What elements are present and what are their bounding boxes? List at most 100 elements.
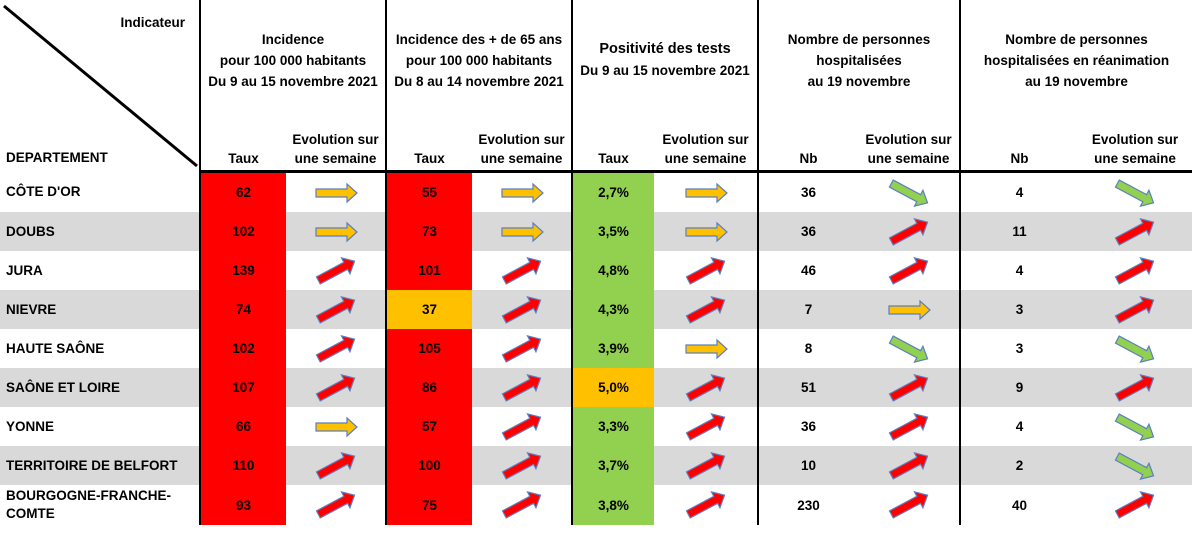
department-name-line: COMTE — [6, 506, 55, 521]
evolution-line: une semaine — [867, 151, 950, 166]
hospitalized-evolution-cell — [858, 212, 961, 251]
department-name: DOUBS — [0, 212, 200, 251]
positivity-evolution-cell — [654, 172, 758, 213]
department-name-line: JURA — [6, 262, 43, 278]
positivity-evolution-cell — [654, 290, 758, 329]
group-header-line: Positivité des tests — [599, 41, 731, 57]
trend-down-arrow-icon — [888, 178, 928, 207]
evolution-line: une semaine — [480, 151, 563, 166]
incidence-65-evolution-cell — [472, 212, 572, 251]
hospitalized-evolution-cell — [858, 172, 960, 213]
hospitalized-count: 36 — [757, 212, 858, 251]
subheader-evolution: Evolution sur une semaine — [286, 120, 386, 173]
incidence-65-rate: 101 — [385, 251, 472, 290]
diagonal-line — [3, 4, 198, 168]
trend-down-arrow-icon — [1114, 334, 1155, 363]
trend-flat-arrow-icon — [314, 182, 358, 203]
subheader-evolution: Evolution sur une semaine — [858, 120, 961, 173]
hospitalized-evolution-cell — [858, 446, 961, 485]
trend-up-arrow-icon — [501, 373, 541, 402]
trend-flat-arrow-icon — [500, 221, 544, 242]
hospitalized-count: 46 — [757, 251, 858, 290]
icu-count: 11 — [959, 212, 1079, 251]
hospitalized-evolution-cell — [858, 251, 960, 290]
hospitalized-evolution-cell — [858, 368, 961, 407]
incidence-65-rate: 86 — [385, 368, 472, 407]
trend-down-arrow-icon — [888, 334, 928, 363]
group-header-line: Du 9 au 15 novembre 2021 — [208, 73, 378, 89]
positivity-rate: 5,0% — [571, 368, 654, 407]
hospitalized-count: 36 — [757, 171, 858, 212]
incidence-rate: 107 — [199, 368, 286, 407]
icu-count: 40 — [959, 485, 1079, 525]
trend-up-arrow-icon — [315, 295, 355, 324]
positivity-rate: 4,3% — [571, 290, 654, 329]
incidence-65-evolution-cell — [472, 329, 572, 368]
group-header-line: au 19 novembre — [807, 73, 911, 89]
hospitalized-count: 230 — [757, 485, 858, 525]
trend-down-arrow-icon — [1114, 451, 1155, 480]
group-header-line: Nombre de personnes — [787, 31, 931, 47]
group-header-line: Incidence des + de 65 ans — [395, 31, 563, 47]
evolution-line: une semaine — [1094, 151, 1176, 166]
group-header-line: pour 100 000 habitants — [405, 52, 553, 68]
incidence-65-rate: 37 — [385, 290, 472, 329]
incidence-65-evolution-cell — [472, 407, 572, 446]
incidence-evolution-cell — [286, 251, 386, 290]
trend-up-arrow-icon — [315, 490, 355, 519]
department-name-line: SAÔNE ET LOIRE — [6, 379, 121, 395]
trend-up-arrow-icon — [888, 451, 928, 480]
trend-up-arrow-icon — [1114, 373, 1155, 402]
trend-up-arrow-icon — [501, 295, 541, 324]
trend-flat-arrow-icon — [684, 338, 728, 359]
evolution-line: Evolution sur — [292, 132, 379, 147]
trend-up-arrow-icon — [685, 295, 725, 324]
incidence-evolution-cell — [286, 407, 386, 446]
hospitalized-evolution-cell — [858, 485, 960, 525]
subheader-nb: Nb — [757, 120, 858, 173]
incidence-evolution-cell — [286, 172, 386, 213]
subheader-nb: Nb — [959, 120, 1079, 173]
trend-flat-arrow-icon — [684, 221, 728, 242]
subheader-evolution: Evolution sur une semaine — [1078, 120, 1192, 173]
hospitalized-evolution-cell — [858, 407, 960, 446]
hospitalized-count: 51 — [757, 368, 858, 407]
group-header-line: Nombre de personnes — [1005, 31, 1148, 47]
trend-up-arrow-icon — [888, 217, 928, 246]
icu-count: 4 — [959, 407, 1079, 446]
evolution-line: Evolution sur — [478, 132, 565, 147]
icu-evolution-cell — [1078, 290, 1192, 329]
trend-up-arrow-icon — [888, 490, 928, 519]
department-name-line: DOUBS — [6, 223, 55, 239]
trend-up-arrow-icon — [501, 490, 541, 519]
department-name: CÔTE D'OR — [0, 172, 200, 213]
group-header-icu: Nombre de personnes hospitalisées en réa… — [959, 0, 1192, 120]
trend-up-arrow-icon — [685, 373, 725, 402]
trend-up-arrow-icon — [501, 412, 541, 441]
positivity-rate: 3,7% — [571, 446, 654, 485]
positivity-evolution-cell — [654, 446, 758, 485]
incidence-rate: 93 — [199, 485, 286, 525]
department-name-line: CÔTE D'OR — [6, 183, 81, 199]
incidence-evolution-cell — [286, 329, 386, 368]
icu-count: 9 — [959, 368, 1079, 407]
table-row: YONNE 66 57 3,3% 36 4 — [0, 407, 1192, 446]
positivity-evolution-cell — [654, 212, 758, 251]
incidence-rate: 62 — [199, 171, 286, 212]
incidence-rate: 74 — [199, 290, 286, 329]
trend-up-arrow-icon — [1114, 256, 1155, 285]
hospitalized-count: 36 — [757, 407, 858, 446]
trend-flat-arrow-icon — [314, 221, 358, 242]
incidence-65-evolution-cell — [472, 446, 572, 485]
trend-up-arrow-icon — [501, 334, 541, 363]
indicator-label: Indicateur — [120, 15, 185, 30]
icu-evolution-cell — [1078, 407, 1192, 446]
incidence-evolution-cell — [286, 368, 386, 407]
evolution-line: une semaine — [294, 151, 377, 166]
department-name: JURA — [0, 251, 200, 290]
department-name-line: HAUTE SAÔNE — [6, 340, 105, 356]
positivity-evolution-cell — [654, 251, 758, 290]
department-name-line: YONNE — [6, 418, 55, 434]
